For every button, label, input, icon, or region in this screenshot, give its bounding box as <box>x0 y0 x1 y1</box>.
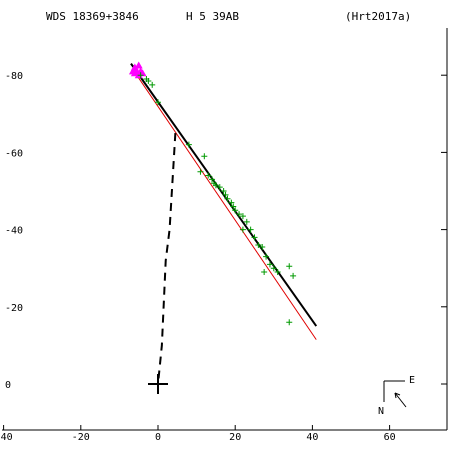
observation-plus <box>222 191 229 198</box>
motion-arrowhead-b <box>394 392 401 396</box>
x-tick-label: 40 <box>306 432 318 443</box>
observation-plus <box>155 99 161 106</box>
observation-plus <box>266 261 273 268</box>
observation-plus <box>243 218 250 225</box>
observation-points <box>128 61 297 326</box>
observation-plus <box>230 203 237 210</box>
x-tick-label: -40 <box>0 432 13 443</box>
observation-plus <box>201 153 208 160</box>
observation-plus <box>261 269 268 276</box>
observation-plus <box>197 168 204 175</box>
observation-plus <box>286 319 293 326</box>
motion-arrowhead-a <box>394 392 397 399</box>
observation-plus <box>247 226 254 233</box>
x-tick-label: -20 <box>72 432 90 443</box>
orbit-reference: (Hrt2017a) <box>345 10 411 23</box>
observation-plus <box>255 242 262 249</box>
observation-plus <box>228 199 235 206</box>
observation-plus <box>209 176 216 183</box>
x-tick-label: 20 <box>229 432 241 443</box>
observation-plus <box>239 226 246 233</box>
alternate-orbit-line <box>136 74 317 340</box>
observation-triangle <box>134 61 143 69</box>
x-tick-label: 0 <box>155 432 161 443</box>
observation-plus <box>236 211 243 218</box>
observation-plus <box>286 263 293 270</box>
y-tick-label: 0 <box>5 380 11 391</box>
motion-arrow-icon <box>394 392 407 408</box>
observation-plus <box>216 184 223 191</box>
observation-plus <box>232 207 239 214</box>
orbit-lines <box>130 63 318 394</box>
observation-plus <box>259 243 266 250</box>
observation-plus <box>137 72 144 79</box>
compass-east-label: E <box>409 375 415 386</box>
compass-north-label: N <box>378 406 384 417</box>
observation-plus <box>212 182 219 189</box>
observation-plus <box>251 234 258 241</box>
observation-triangle <box>130 63 139 71</box>
observation-plus <box>185 141 192 148</box>
compass-indicator: E N <box>378 375 415 417</box>
x-axis-ticks: -40 -20 0 20 40 60 <box>0 425 396 443</box>
y-tick-label: -60 <box>5 148 23 159</box>
discoverer-designation: H 5 39AB <box>186 10 239 23</box>
observation-plus <box>290 272 297 279</box>
y-tick-label: -20 <box>5 303 23 314</box>
observation-plus <box>263 253 270 260</box>
observation-plus <box>224 195 231 202</box>
y-tick-label: -40 <box>5 226 23 237</box>
y-axis-ticks: 0 -20 -40 -60 -80 <box>5 71 447 391</box>
x-tick-label: 60 <box>384 432 396 443</box>
observation-plus <box>274 269 281 276</box>
node-line <box>157 133 177 385</box>
observation-plus <box>145 77 152 84</box>
observation-plus <box>220 188 227 194</box>
observation-plus <box>270 265 277 272</box>
observation-plus <box>149 81 156 88</box>
wds-identifier: WDS 18369+3846 <box>46 10 139 23</box>
observation-plus <box>205 172 212 179</box>
observation-plus <box>239 213 246 220</box>
y-tick-label: -80 <box>5 71 23 82</box>
